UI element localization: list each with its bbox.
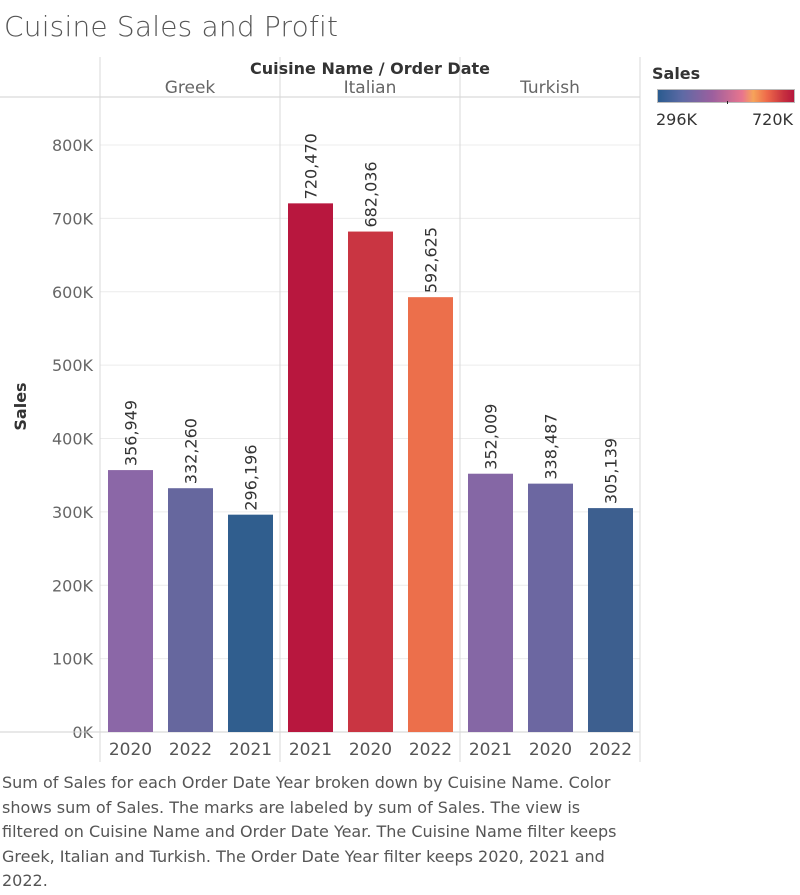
data-label: 720,470 <box>302 133 321 199</box>
y-tick-label: 400K <box>52 430 94 449</box>
data-label: 352,009 <box>482 404 501 470</box>
y-tick-label: 700K <box>52 209 94 228</box>
x-tick-label: 2020 <box>109 740 152 760</box>
legend-color-ramp <box>657 89 795 103</box>
y-tick-label: 600K <box>52 283 94 302</box>
legend-min-label: 296K <box>656 110 698 129</box>
group-label: Turkish <box>519 78 580 98</box>
bar-chart: 0K100K200K300K400K500K600K700K800KCuisin… <box>0 57 641 762</box>
bar <box>228 514 273 732</box>
legend-tick-mark <box>727 101 728 104</box>
bar <box>348 231 393 732</box>
group-label: Greek <box>165 78 216 98</box>
data-label: 592,625 <box>422 227 441 293</box>
chart-caption: Sum of Sales for each Order Date Year br… <box>2 773 617 890</box>
legend-max-label: 720K <box>752 110 794 129</box>
x-tick-label: 2020 <box>529 740 572 760</box>
data-label: 356,949 <box>122 400 141 466</box>
bar <box>528 483 573 732</box>
x-tick-label: 2022 <box>589 740 632 760</box>
y-tick-label: 800K <box>52 136 94 155</box>
bar <box>108 470 153 732</box>
y-axis-label: Sales <box>11 382 30 430</box>
data-label: 682,036 <box>362 161 381 227</box>
y-tick-label: 100K <box>52 650 94 669</box>
x-tick-label: 2021 <box>229 740 272 760</box>
chart-title: Cuisine Sales and Profit <box>4 10 339 43</box>
bar <box>408 297 453 732</box>
x-tick-label: 2021 <box>289 740 332 760</box>
x-tick-label: 2022 <box>169 740 212 760</box>
x-tick-label: 2020 <box>349 740 392 760</box>
group-label: Italian <box>344 78 397 98</box>
data-label: 305,139 <box>602 438 621 504</box>
bar <box>168 488 213 732</box>
y-tick-label: 500K <box>52 356 94 375</box>
bar <box>288 203 333 733</box>
data-label: 338,487 <box>542 413 561 479</box>
y-tick-label: 200K <box>52 576 94 595</box>
data-label: 332,260 <box>182 418 201 484</box>
x-tick-label: 2021 <box>469 740 512 760</box>
x-tick-label: 2022 <box>409 740 452 760</box>
bar <box>588 508 633 732</box>
bar <box>468 473 513 732</box>
header-title: Cuisine Name / Order Date <box>250 59 490 78</box>
y-tick-label: 300K <box>52 503 94 522</box>
legend-title: Sales <box>652 64 701 83</box>
data-label: 296,196 <box>242 444 261 510</box>
